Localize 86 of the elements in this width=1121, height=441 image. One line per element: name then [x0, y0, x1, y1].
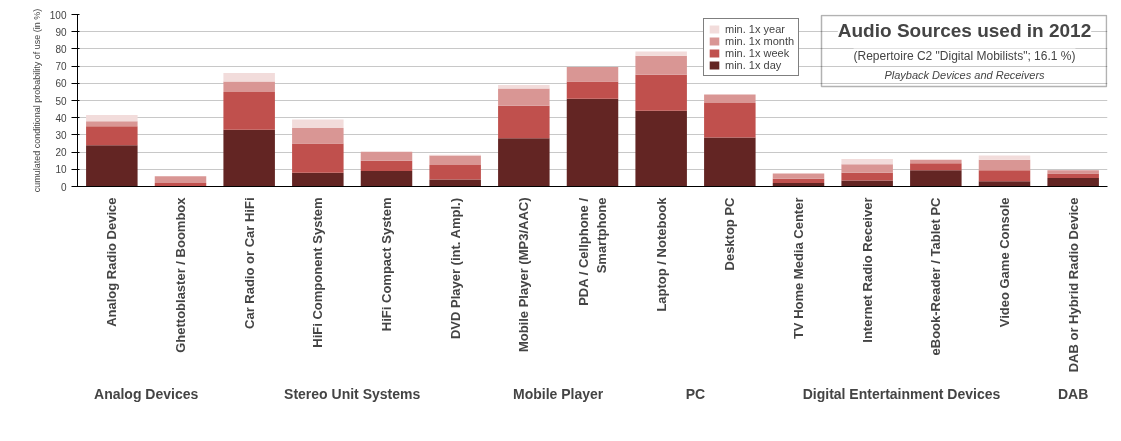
- x-tick-label: PDA / Cellphone / Smartphone: [576, 197, 609, 306]
- bar: [841, 180, 893, 187]
- bar: [910, 163, 962, 171]
- bar: [978, 181, 1031, 187]
- x-tick-label: Ghettoblaster / Boombox: [173, 196, 188, 353]
- bar: [1047, 177, 1099, 187]
- bar: [292, 119, 344, 129]
- legend-label: min. 1x week: [725, 47, 790, 59]
- text: Analog Devices: [94, 385, 199, 402]
- legend-label: min. 1x month: [725, 35, 795, 47]
- bar: [292, 172, 344, 187]
- x-tick-label: eBook-Reader / Tablet PC: [928, 196, 944, 356]
- bar: [704, 137, 756, 187]
- bar: [223, 129, 275, 187]
- chart-title: Audio Sources used in 2012: [837, 19, 1092, 41]
- bar: [772, 173, 825, 179]
- y-tick-label: 80: [55, 43, 67, 55]
- y-tick-label: 10: [55, 164, 67, 176]
- bar: [360, 160, 413, 172]
- x-tick-label: Video Game Console: [997, 197, 1012, 328]
- bar: [635, 51, 687, 56]
- bar: [978, 159, 1031, 171]
- bar: [841, 172, 893, 181]
- bar: [498, 138, 550, 187]
- bar: [86, 145, 138, 187]
- bar: [223, 81, 275, 92]
- bar: [360, 152, 413, 161]
- bar: [86, 115, 138, 122]
- bar: [498, 105, 550, 139]
- x-tick-label: Internet Radio Receiver: [859, 197, 875, 343]
- x-tick-label: HiFi Component System: [310, 197, 326, 348]
- y-tick-label: 100: [49, 9, 67, 21]
- bar: [292, 143, 344, 173]
- bar: [910, 170, 962, 187]
- x-tick-label: Car Radio or Car HiFi: [241, 197, 257, 329]
- x-tick-label: DVD Player (int. Ampl.): [447, 197, 463, 340]
- legend-label: min. 1x year: [725, 23, 785, 35]
- x-tick-label: Laptop / Notebook: [653, 196, 669, 312]
- y-tick-label: 50: [55, 95, 67, 107]
- bar: [429, 165, 481, 180]
- annotation: Playback Devices and Receivers: [884, 68, 1046, 81]
- y-axis-title: cumulated conditional probability of use (in %): [31, 8, 42, 193]
- bar: [154, 176, 207, 184]
- bar: [566, 81, 619, 99]
- y-tick-label: 70: [55, 61, 67, 73]
- y-tick-label: 20: [55, 147, 67, 159]
- bar: [635, 110, 687, 187]
- bar: [86, 121, 138, 127]
- text: PC: [685, 385, 706, 402]
- y-tick-label: 30: [55, 129, 67, 141]
- y-tick-label: 40: [55, 112, 67, 124]
- bar: [566, 98, 619, 187]
- x-tick-label: Analog Radio Device: [104, 197, 120, 327]
- bar: [429, 155, 481, 165]
- bar: [498, 88, 550, 106]
- bar: [978, 155, 1031, 160]
- text: (Repertoire C2 "Digital Mobilists"; 16.1 %): [853, 48, 1076, 63]
- legend-label: min. 1x day: [725, 59, 782, 71]
- y-tick-label: 0: [60, 181, 67, 193]
- x-tick-label: Mobile Player (MP3/AAC): [516, 197, 532, 353]
- y-tick-label: 90: [55, 26, 67, 38]
- bar: [635, 74, 687, 111]
- y-tick-label: 60: [55, 78, 67, 90]
- bar: [704, 94, 756, 104]
- bar: [1047, 170, 1099, 174]
- text: Digital Entertainment Devices: [802, 385, 1001, 402]
- bar: [841, 164, 893, 173]
- x-tick-label: Desktop PC: [722, 196, 738, 271]
- bar: [86, 126, 138, 146]
- x-tick-label: TV Home Media Center: [791, 197, 806, 340]
- bar: [360, 171, 413, 187]
- bar: [1047, 173, 1099, 178]
- text: Stereo Unit Systems: [284, 385, 421, 402]
- bar: [635, 55, 687, 75]
- x-tick-label: DAB or Hybrid Radio Device: [1065, 197, 1081, 373]
- bar: [223, 72, 275, 82]
- bar: [566, 66, 619, 82]
- bar: [704, 103, 756, 138]
- x-tick-label: HiFi Compact System: [379, 197, 394, 332]
- bar: [978, 170, 1031, 182]
- bar: [223, 91, 275, 130]
- bar: [841, 158, 893, 165]
- bar: [292, 128, 344, 144]
- text: DAB: [1058, 385, 1089, 402]
- text: Mobile Player: [513, 385, 604, 402]
- bar: [772, 178, 825, 184]
